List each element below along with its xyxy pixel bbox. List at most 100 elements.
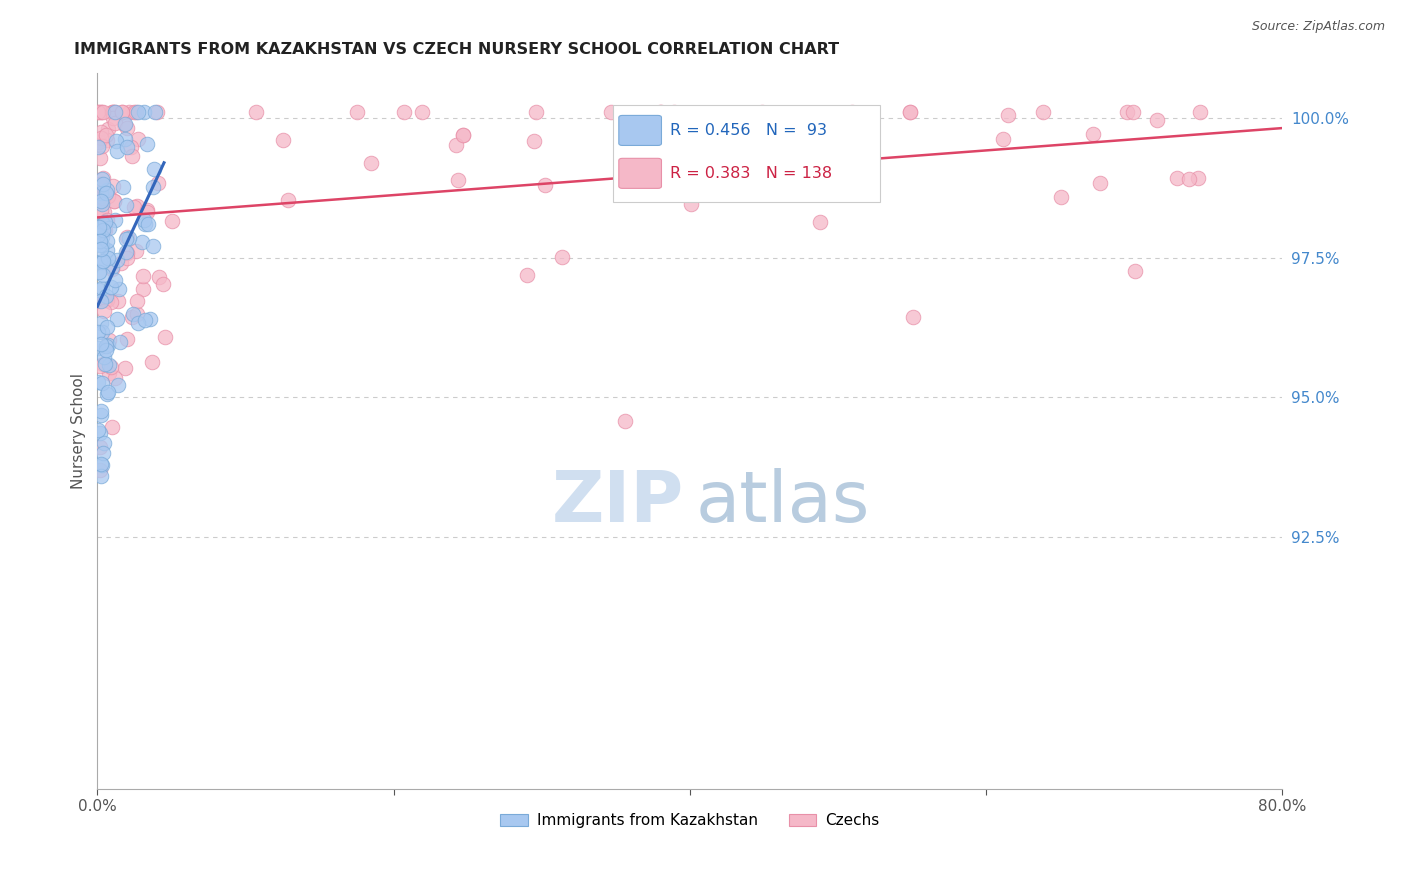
- Point: [132, 268, 155, 283]
- Point: [89, 254, 111, 268]
- Point: [89, 220, 111, 235]
- Point: [131, 282, 153, 296]
- Point: [115, 251, 138, 265]
- Point: [134, 217, 156, 231]
- Point: [110, 256, 132, 270]
- Point: [91, 268, 114, 282]
- Point: [87, 221, 110, 235]
- Point: [901, 310, 924, 324]
- Point: [98, 358, 121, 372]
- Point: [93, 304, 115, 318]
- Point: [523, 134, 546, 148]
- Point: [666, 144, 689, 158]
- Point: [87, 105, 110, 120]
- Point: [1188, 105, 1211, 120]
- Point: [115, 120, 138, 135]
- Point: [146, 177, 169, 191]
- Point: [94, 214, 117, 228]
- Point: [90, 457, 112, 471]
- Point: [117, 332, 139, 346]
- Text: R = 0.383   N = 138: R = 0.383 N = 138: [669, 166, 832, 181]
- Point: [139, 312, 162, 326]
- Point: [135, 205, 157, 219]
- Point: [104, 105, 127, 120]
- Point: [107, 294, 129, 309]
- Point: [90, 186, 112, 200]
- Point: [103, 194, 125, 208]
- Point: [114, 232, 136, 246]
- Point: [91, 217, 114, 231]
- Point: [89, 237, 111, 252]
- Point: [89, 440, 111, 454]
- Point: [993, 132, 1015, 146]
- Point: [898, 105, 921, 120]
- Point: [90, 458, 112, 472]
- Text: IMMIGRANTS FROM KAZAKHSTAN VS CZECH NURSERY SCHOOL CORRELATION CHART: IMMIGRANTS FROM KAZAKHSTAN VS CZECH NURS…: [73, 42, 839, 57]
- Text: Source: ZipAtlas.com: Source: ZipAtlas.com: [1251, 20, 1385, 33]
- Point: [87, 227, 110, 242]
- Point: [114, 117, 136, 131]
- Point: [114, 132, 136, 146]
- Point: [90, 130, 112, 145]
- Point: [103, 116, 125, 130]
- Point: [831, 125, 853, 139]
- Point: [153, 330, 176, 344]
- Point: [107, 377, 129, 392]
- Point: [96, 386, 118, 401]
- Point: [360, 156, 382, 170]
- Point: [751, 105, 773, 120]
- Point: [97, 366, 120, 380]
- Point: [91, 253, 114, 268]
- Point: [87, 105, 110, 120]
- Point: [89, 425, 111, 440]
- Point: [105, 312, 128, 326]
- Point: [87, 423, 110, 437]
- Point: [127, 132, 149, 146]
- Point: [90, 408, 112, 422]
- Point: [100, 360, 122, 375]
- Point: [91, 171, 114, 186]
- Text: R = 0.456   N =  93: R = 0.456 N = 93: [669, 123, 827, 138]
- Point: [90, 242, 112, 256]
- Point: [111, 105, 134, 120]
- Point: [679, 196, 702, 211]
- Point: [91, 222, 114, 236]
- Point: [115, 140, 138, 154]
- FancyBboxPatch shape: [619, 115, 661, 145]
- Point: [1187, 170, 1209, 185]
- Point: [87, 136, 110, 150]
- Point: [100, 280, 122, 294]
- Point: [101, 260, 124, 274]
- Point: [89, 177, 111, 191]
- Point: [93, 205, 115, 219]
- FancyBboxPatch shape: [619, 158, 661, 188]
- Point: [89, 234, 111, 248]
- Point: [96, 320, 118, 334]
- Point: [810, 215, 832, 229]
- Point: [1032, 105, 1054, 120]
- Point: [127, 316, 149, 330]
- Point: [277, 193, 299, 207]
- Point: [446, 172, 468, 186]
- Point: [90, 336, 112, 351]
- Point: [94, 293, 117, 308]
- Point: [97, 252, 120, 266]
- Point: [118, 231, 141, 245]
- Point: [117, 230, 139, 244]
- Point: [90, 238, 112, 252]
- Point: [145, 105, 167, 120]
- Point: [93, 436, 115, 450]
- Point: [127, 105, 149, 120]
- Point: [87, 194, 110, 209]
- Point: [101, 419, 124, 434]
- Point: [120, 140, 142, 154]
- Point: [1049, 190, 1071, 204]
- Point: [87, 192, 110, 206]
- Text: ZIP: ZIP: [551, 468, 683, 537]
- Point: [94, 128, 117, 142]
- Point: [134, 313, 156, 327]
- Point: [87, 211, 110, 225]
- Point: [136, 136, 159, 151]
- Point: [105, 135, 128, 149]
- Point: [152, 277, 174, 291]
